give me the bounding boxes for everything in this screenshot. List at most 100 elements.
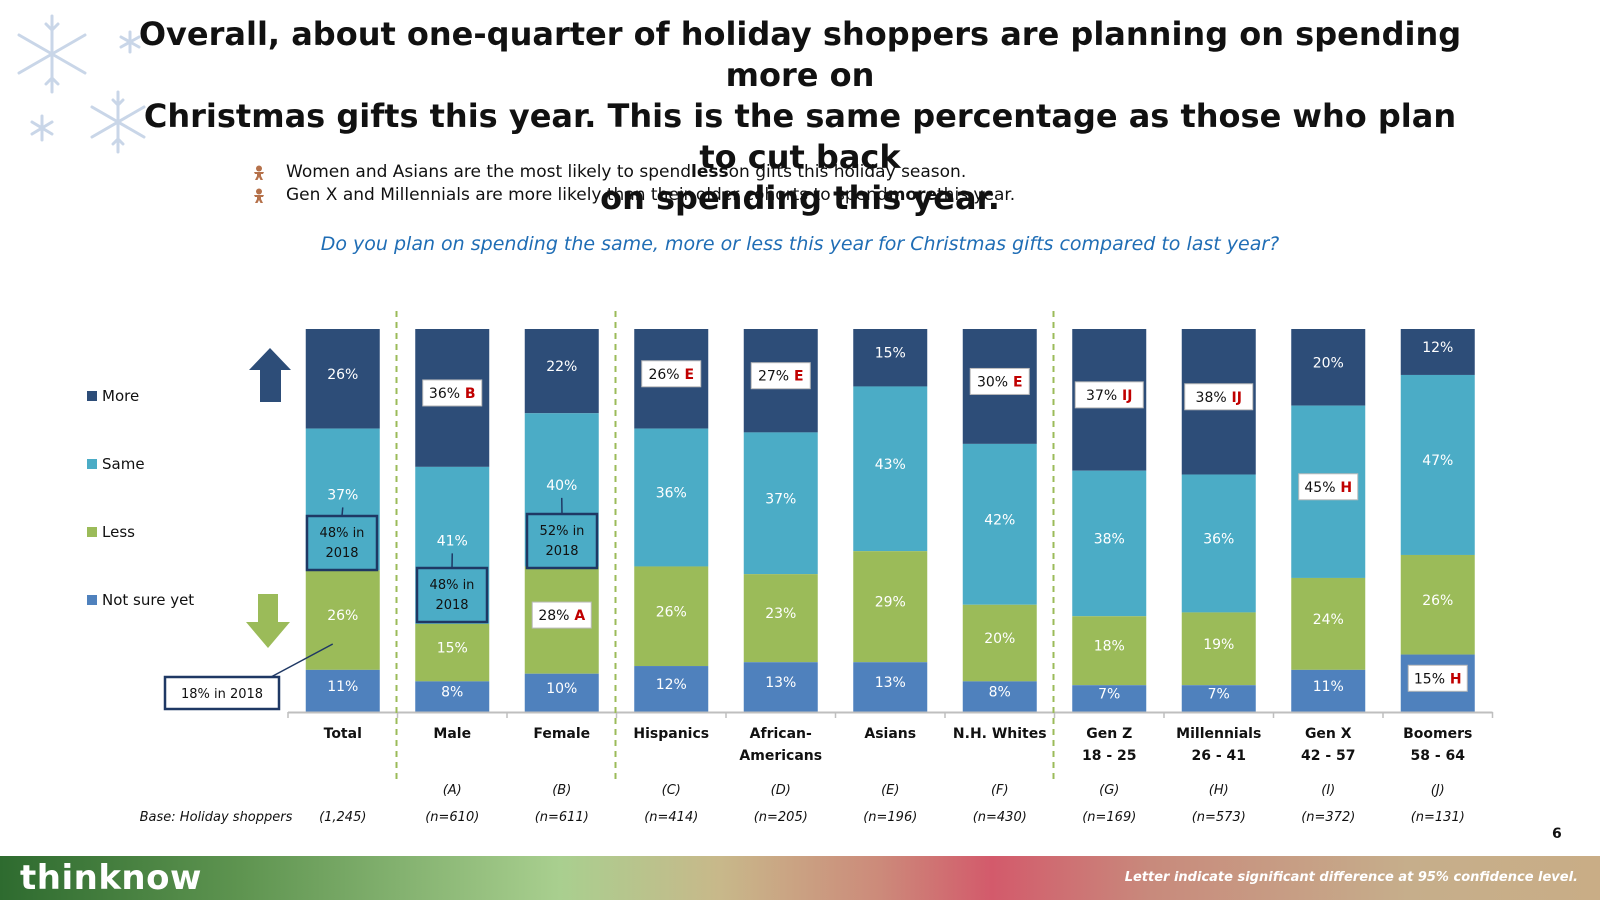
data-label: 26% E (641, 360, 702, 388)
data-label: 45% H (1298, 473, 1359, 501)
bar-segment-same (1400, 374, 1475, 555)
category-label: Gen X (1305, 726, 1352, 742)
callout-text: 48% in (320, 526, 365, 541)
bar-segment-notsure (853, 662, 928, 712)
title-line: Overall, about one-quarter of holiday sh… (138, 15, 1462, 94)
data-label: 38% IJ (1184, 383, 1254, 411)
bar-segment-less (962, 604, 1037, 682)
svg-text:12%: 12% (1422, 340, 1453, 356)
data-label: 27% E (750, 362, 811, 390)
data-label: 36% B (422, 379, 483, 407)
data-label: 15% (875, 346, 906, 362)
category-letter: (G) (1099, 783, 1119, 798)
category-base: (n=611) (535, 810, 589, 825)
svg-text:7%: 7% (1208, 687, 1230, 703)
bar-segment-notsure (1291, 669, 1366, 712)
bar-segment-more (1291, 329, 1366, 406)
svg-text:7%: 7% (1098, 687, 1120, 703)
callout-text: 2018 (545, 544, 578, 559)
callout-text: 48% in (430, 578, 475, 593)
sig-label-box (1407, 664, 1468, 692)
legend-swatch (87, 527, 97, 537)
svg-text:26% E: 26% E (648, 367, 694, 383)
data-label: 30% E (969, 367, 1030, 395)
svg-text:37%: 37% (327, 487, 358, 503)
bullet-text-post: on gifts this holiday season. (728, 162, 967, 182)
sig-label-box (641, 360, 702, 388)
data-label: 7% (1098, 687, 1120, 703)
category-label: 26 - 41 (1191, 748, 1246, 764)
category-label: Hispanics (633, 726, 709, 742)
legend-label: Not sure yet (102, 591, 194, 609)
bar-segment-notsure (1181, 685, 1256, 712)
bar-segment-more (305, 329, 380, 429)
bar-segment-more (853, 329, 928, 387)
sig-label-box (422, 379, 483, 407)
svg-text:20%: 20% (984, 631, 1015, 647)
category-label: Boomers (1403, 726, 1472, 742)
data-label: 13% (765, 675, 796, 691)
category-letter: (D) (771, 783, 791, 798)
bar-segment-more (524, 329, 599, 414)
bar-segment-less (1291, 577, 1366, 670)
svg-text:13%: 13% (765, 675, 796, 691)
data-label: 24% (1313, 612, 1344, 628)
category-base: (n=131) (1411, 810, 1465, 825)
category-label: 42 - 57 (1301, 748, 1356, 764)
category-base: (n=196) (863, 810, 917, 825)
data-label: 12% (656, 677, 687, 693)
bar-segment-less (415, 623, 490, 682)
callout-box (163, 675, 281, 711)
data-label: 28% A (531, 601, 592, 629)
sig-label-box (1184, 383, 1254, 411)
footer-bar: thinknow Letter indicate significant dif… (0, 856, 1600, 900)
data-label: 20% (1313, 355, 1344, 371)
sig-label-box (1074, 381, 1144, 409)
legend-swatch (87, 595, 97, 605)
data-label: 37% IJ (1074, 381, 1144, 409)
bullet-item: Gen X and Millennials are more likely th… (252, 184, 1015, 207)
data-label: 41% (437, 533, 468, 549)
bar-segment-less (1400, 554, 1475, 655)
svg-text:11%: 11% (327, 679, 358, 695)
callout-leader (270, 643, 334, 678)
svg-text:22%: 22% (546, 359, 577, 375)
page-title: Overall, about one-quarter of holiday sh… (120, 14, 1480, 219)
bar-segment-less (1181, 612, 1256, 686)
category-label: 18 - 25 (1082, 748, 1137, 764)
bar-segment-notsure (1072, 685, 1147, 712)
data-label: 36% (656, 486, 687, 502)
legend-swatch (87, 391, 97, 401)
bar-segment-less (743, 574, 818, 663)
bullet-item: Women and Asians are the most likely to … (252, 161, 1015, 184)
svg-text:43%: 43% (875, 457, 906, 473)
sig-label-box (750, 362, 811, 390)
data-label: 26% (327, 608, 358, 624)
svg-text:30% E: 30% E (977, 374, 1023, 390)
svg-text:15%: 15% (875, 346, 906, 362)
svg-text:45% H: 45% H (1304, 480, 1352, 496)
svg-text:15%: 15% (437, 641, 468, 657)
bar-segment-notsure (962, 681, 1037, 712)
data-label: 40% (546, 478, 577, 494)
callout-box (525, 512, 599, 570)
category-label: Asians (864, 726, 916, 742)
svg-text:26%: 26% (656, 604, 687, 620)
category-label: Male (433, 726, 471, 742)
category-base: (n=430) (973, 810, 1027, 825)
data-label: 7% (1208, 687, 1230, 703)
callout-box (415, 566, 489, 624)
svg-text:20%: 20% (1313, 355, 1344, 371)
bar-segment-notsure (524, 673, 599, 712)
data-label: 15% H (1407, 664, 1468, 692)
data-label: 37% (327, 487, 358, 503)
data-label: 26% (1422, 593, 1453, 609)
category-base: (n=169) (1082, 810, 1136, 825)
title-line: Christmas gifts this year. This is the s… (143, 97, 1457, 176)
legend-label: Less (102, 523, 135, 541)
svg-text:38% IJ: 38% IJ (1196, 390, 1242, 406)
category-letter: (I) (1321, 783, 1335, 798)
bullet-text-pre: Gen X and Millennials are more likely th… (286, 185, 888, 205)
svg-text:23%: 23% (765, 606, 796, 622)
data-label: 11% (327, 679, 358, 695)
